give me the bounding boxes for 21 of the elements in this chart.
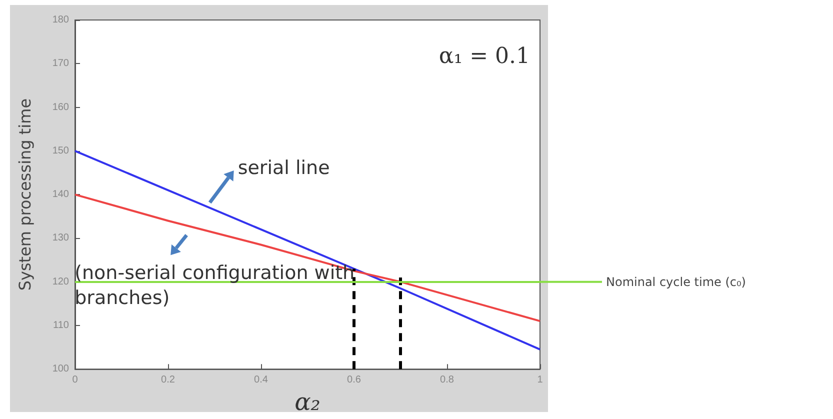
ref-line-label: Nominal cycle time (c₀) — [606, 274, 746, 289]
x-tick-label: 0.4 — [254, 374, 268, 386]
y-tick-label: 140 — [52, 189, 70, 200]
annotation: serial line — [238, 156, 330, 178]
x-tick-label: 0.6 — [347, 374, 362, 386]
y-tick-label: 160 — [52, 102, 70, 113]
y-tick-label: 110 — [53, 320, 70, 331]
x-tick-label: 0.8 — [440, 374, 454, 386]
y-tick-label: 100 — [52, 364, 70, 375]
y-tick-label: 170 — [52, 58, 70, 70]
y-tick-label: 120 — [52, 276, 70, 288]
y-axis-title: System processing time — [16, 98, 34, 291]
x-tick-label: 1 — [537, 374, 544, 386]
y-tick-label: 150 — [52, 145, 70, 156]
y-tick-label: 130 — [52, 232, 70, 244]
y-tick-label: 180 — [52, 14, 70, 26]
x-tick-label: 0.2 — [161, 374, 176, 386]
x-tick-label: 0 — [72, 374, 78, 386]
annotation: (non-serial configuration with branches) — [74, 261, 356, 310]
annotation: α₁ = 0.1 — [438, 44, 530, 69]
x-axis-title: α₂ — [294, 388, 320, 416]
